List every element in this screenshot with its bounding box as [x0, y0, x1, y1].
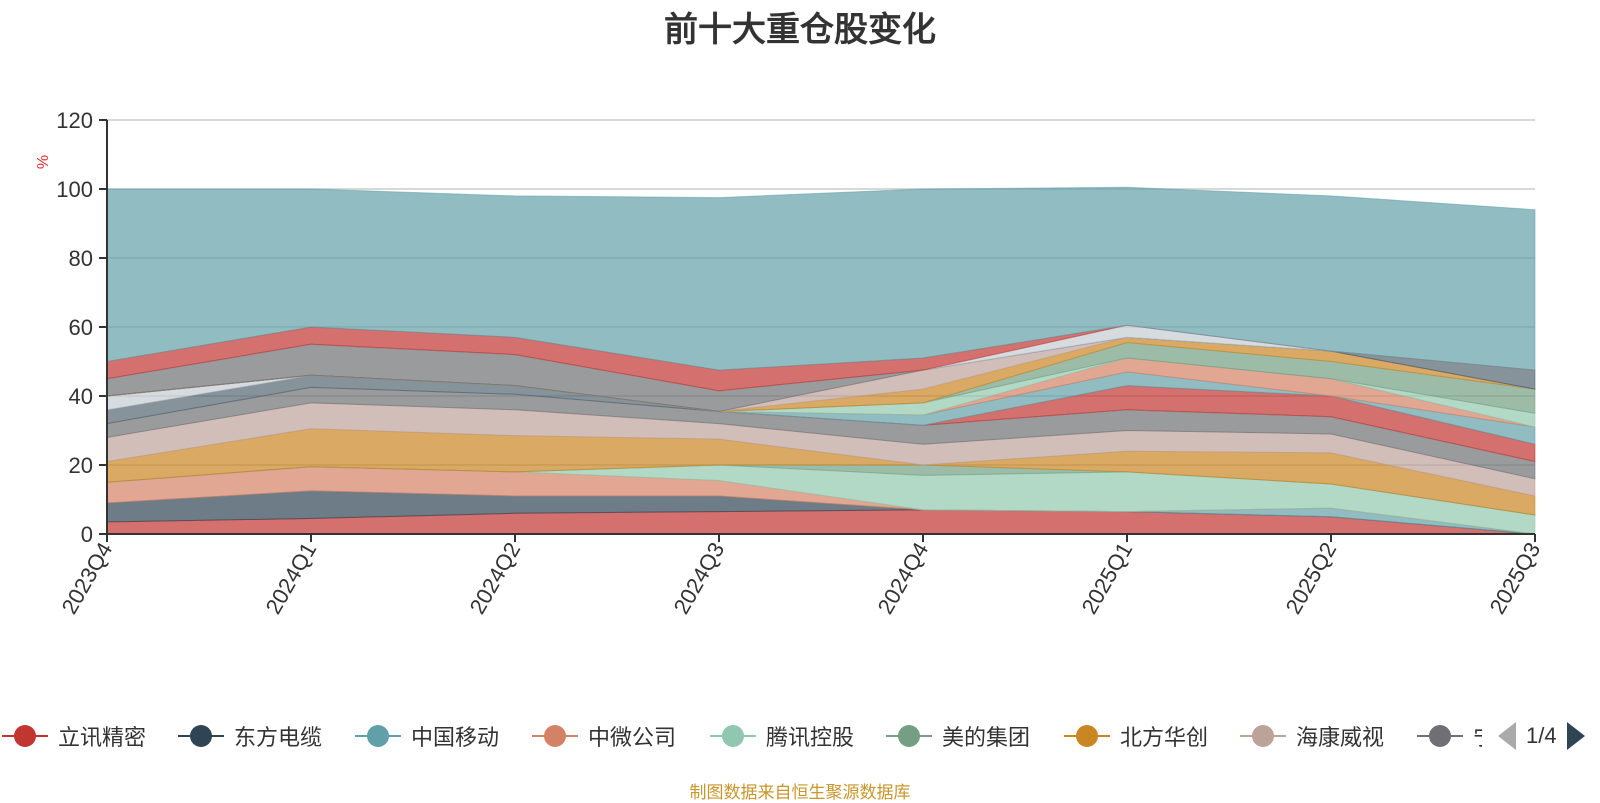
legend-marker-icon [708, 718, 758, 754]
legend-item[interactable]: 中微公司 [530, 718, 676, 754]
x-tick-label: 2024Q4 [873, 538, 934, 618]
legend-marker-icon [1415, 718, 1465, 754]
legend-label: 腾讯控股 [766, 725, 855, 750]
legend-item[interactable]: 中国移动 [353, 718, 499, 754]
area-series-22[interactable] [106, 186, 1536, 371]
area-series-layer [106, 186, 1536, 535]
y-tick-label: 0 [81, 522, 93, 547]
legend-label: 东方电缆 [234, 725, 323, 750]
x-tick-label: 2025Q3 [1485, 538, 1546, 618]
legend-marker-icon [530, 718, 580, 754]
legend-label: 中国移动 [411, 725, 500, 750]
legend-item[interactable]: 北方华创 [1062, 718, 1208, 754]
legend-item[interactable]: 东方电缆 [176, 718, 322, 754]
x-tick-label: 2023Q4 [57, 538, 118, 618]
y-tick-label: 100 [56, 177, 93, 202]
legend-label: 北方华创 [1120, 725, 1209, 750]
legend-label: 海康威视 [1296, 725, 1385, 750]
legend-marker-icon [176, 718, 226, 754]
x-tick-label: 2024Q3 [669, 538, 730, 618]
legend-item[interactable]: 宁 [1415, 718, 1482, 754]
legend: 立讯精密 东方电缆 中国移动 中微公司 腾讯控股 美的集团 北方华创 海康威视 宁 [0, 718, 1482, 754]
legend-label: 宁 [1473, 720, 1482, 752]
y-tick-label: 20 [69, 453, 93, 478]
legend-item[interactable]: 腾讯控股 [708, 718, 854, 754]
legend-pager: 1/4 [1498, 718, 1585, 754]
legend-marker-icon [353, 718, 403, 754]
y-tick-label: 40 [69, 384, 93, 409]
legend-prev-page-icon[interactable] [1498, 722, 1516, 750]
legend-next-page-icon[interactable] [1566, 722, 1585, 750]
y-tick-label: 80 [69, 246, 93, 271]
x-tick-label: 2025Q2 [1281, 538, 1342, 618]
y-axis-label: % [35, 155, 52, 169]
legend-label: 美的集团 [942, 725, 1031, 750]
legend-marker-icon [884, 718, 934, 754]
legend-item[interactable]: 立讯精密 [0, 718, 146, 754]
x-tick-label: 2024Q1 [261, 538, 322, 618]
chart-title: 前十大重仓股变化 [664, 11, 936, 49]
legend-marker-icon [1062, 718, 1112, 754]
y-tick-label: 60 [69, 315, 93, 340]
legend-marker-icon [1238, 718, 1288, 754]
legend-label: 立讯精密 [58, 725, 147, 750]
x-tick-label: 2024Q2 [465, 538, 526, 618]
legend-label: 中微公司 [588, 725, 677, 750]
x-tick-label: 2025Q1 [1077, 538, 1138, 618]
y-tick-label: 120 [56, 108, 93, 133]
legend-marker-icon [0, 718, 50, 754]
legend-page-indicator: 1/4 [1526, 723, 1557, 748]
data-source-footer: 制图数据来自恒生聚源数据库 [689, 783, 911, 802]
legend-item[interactable]: 美的集团 [884, 718, 1030, 754]
legend-item[interactable]: 海康威视 [1238, 718, 1384, 754]
